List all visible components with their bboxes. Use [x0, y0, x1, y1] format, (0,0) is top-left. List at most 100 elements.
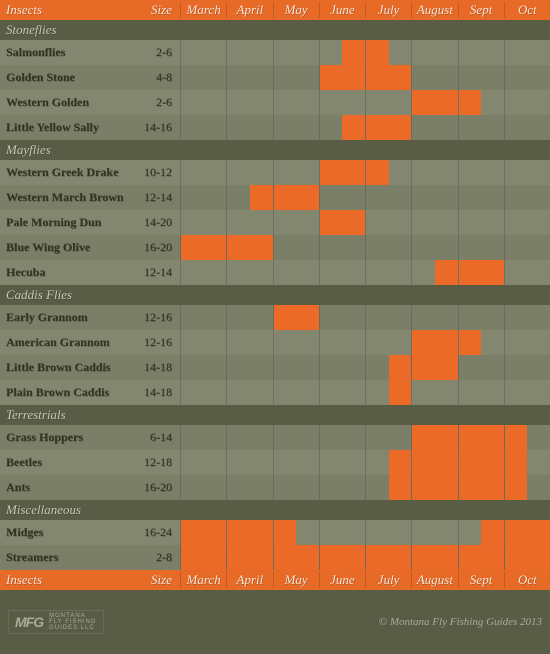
table-row: Beetles12-18 — [0, 450, 550, 475]
row-months — [180, 90, 550, 115]
insect-label: Western Greek Drake — [0, 160, 130, 185]
header-month: May — [273, 572, 319, 588]
header-month: Oct — [504, 2, 550, 18]
row-months — [180, 305, 550, 330]
category-row: Terrestrials — [0, 405, 550, 425]
category-label: Terrestrials — [6, 407, 66, 423]
month-cell — [458, 40, 504, 65]
header-month: May — [273, 2, 319, 18]
month-cell — [458, 90, 504, 115]
hatch-bar — [412, 90, 457, 115]
month-cell — [319, 210, 365, 235]
month-cell — [458, 115, 504, 140]
hatch-bar — [366, 65, 411, 90]
credit: © Montana Fly Fishing Guides 2013 — [379, 616, 542, 628]
month-cell — [273, 115, 319, 140]
table-row: Western March Brown12-14 — [0, 185, 550, 210]
hatch-bar — [505, 475, 528, 500]
row-months — [180, 475, 550, 500]
month-cell — [504, 355, 550, 380]
month-cell — [504, 450, 550, 475]
month-cell — [365, 40, 411, 65]
row-months — [180, 330, 550, 355]
month-cell — [365, 210, 411, 235]
month-cell — [319, 90, 365, 115]
insect-size: 14-20 — [130, 210, 180, 235]
hatch-bar — [459, 545, 504, 570]
hatch-bar — [274, 545, 319, 570]
category-row: Caddis Flies — [0, 285, 550, 305]
month-cell — [180, 520, 226, 545]
table-row: Blue Wing Olive16-20 — [0, 235, 550, 260]
month-cell — [411, 160, 457, 185]
row-months — [180, 260, 550, 285]
month-cell — [411, 450, 457, 475]
header-month: March — [180, 572, 226, 588]
month-cell — [226, 210, 272, 235]
month-cell — [319, 305, 365, 330]
insect-size: 2-8 — [130, 545, 180, 570]
month-cell — [226, 40, 272, 65]
hatch-bar — [342, 115, 365, 140]
header-months: MarchAprilMayJuneJulyAugustSeptOct — [180, 572, 550, 588]
month-cell — [319, 425, 365, 450]
insect-size: 16-20 — [130, 475, 180, 500]
month-cell — [180, 330, 226, 355]
hatch-bar — [412, 330, 457, 355]
month-cell — [319, 450, 365, 475]
hatch-bar — [366, 160, 389, 185]
month-cell — [273, 545, 319, 570]
header-size: Size — [130, 572, 180, 588]
month-cell — [273, 65, 319, 90]
month-cell — [458, 330, 504, 355]
month-cell — [365, 330, 411, 355]
month-cell — [458, 210, 504, 235]
row-months — [180, 65, 550, 90]
insect-label: Pale Morning Dun — [0, 210, 130, 235]
month-cell — [411, 115, 457, 140]
hatch-bar — [274, 520, 297, 545]
month-cell — [180, 90, 226, 115]
hatch-bar — [459, 475, 504, 500]
footer-area: MFGMONTANAFLY FISHINGGUIDES LLC© Montana… — [0, 590, 550, 654]
hatch-bar — [412, 425, 457, 450]
table-row: Grass Hoppers6-14 — [0, 425, 550, 450]
month-cell — [458, 425, 504, 450]
month-cell — [458, 235, 504, 260]
month-cell — [365, 90, 411, 115]
insect-size: 12-14 — [130, 185, 180, 210]
month-cell — [411, 210, 457, 235]
month-cell — [411, 90, 457, 115]
month-cell — [504, 65, 550, 90]
hatch-bar — [366, 115, 411, 140]
hatch-bar — [250, 185, 273, 210]
month-cell — [365, 450, 411, 475]
month-cell — [319, 545, 365, 570]
header-size: Size — [130, 2, 180, 18]
hatch-bar — [389, 355, 412, 380]
hatch-bar — [412, 475, 457, 500]
month-cell — [226, 65, 272, 90]
row-months — [180, 115, 550, 140]
month-cell — [180, 475, 226, 500]
month-cell — [180, 235, 226, 260]
insect-size: 14-18 — [130, 380, 180, 405]
insect-size: 6-14 — [130, 425, 180, 450]
month-cell — [226, 520, 272, 545]
header-insects: Insects — [0, 572, 130, 588]
hatch-bar — [366, 545, 411, 570]
insect-size: 12-14 — [130, 260, 180, 285]
month-cell — [504, 305, 550, 330]
insect-size: 4-8 — [130, 65, 180, 90]
month-cell — [504, 520, 550, 545]
insect-label: Golden Stone — [0, 65, 130, 90]
hatch-bar — [412, 450, 457, 475]
month-cell — [458, 305, 504, 330]
insect-label: Ants — [0, 475, 130, 500]
month-cell — [504, 115, 550, 140]
month-cell — [411, 545, 457, 570]
hatch-bar — [227, 545, 272, 570]
month-cell — [504, 260, 550, 285]
month-cell — [411, 305, 457, 330]
insect-size: 14-16 — [130, 115, 180, 140]
